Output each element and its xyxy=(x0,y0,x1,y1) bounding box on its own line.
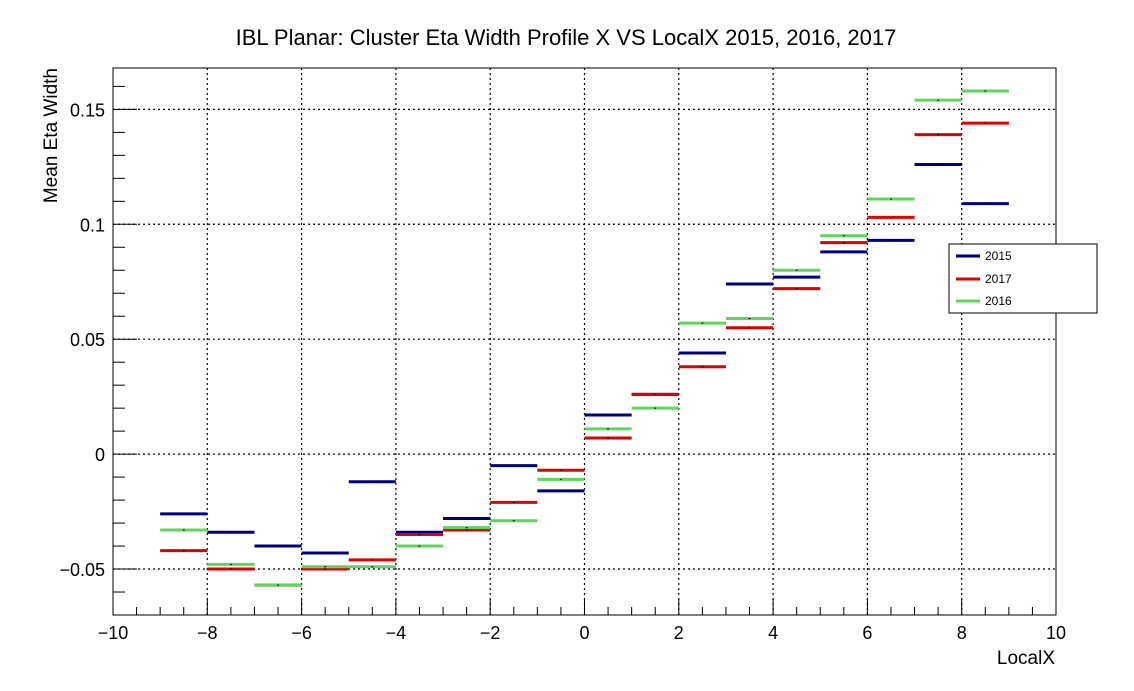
series-marks xyxy=(160,89,1009,587)
y-tick-label: 0.15 xyxy=(70,100,105,120)
x-tick-label: −8 xyxy=(197,623,218,643)
x-tick-label: 0 xyxy=(579,623,589,643)
legend-label-2017: 2017 xyxy=(985,272,1012,286)
axis-ticks xyxy=(112,85,1057,616)
x-tick-label: 4 xyxy=(768,623,778,643)
axis-tick-labels: −10 −8 −6 −4 −2 0 2 4 6 8 10 −0.05 0 0.05 0.1 0.15 xyxy=(59,100,1066,643)
y-tick-label: 0.05 xyxy=(70,330,105,350)
chart-title: IBL Planar: Cluster Eta Width Profile X … xyxy=(236,25,897,50)
y-tick-label: 0 xyxy=(95,445,105,465)
x-tick-label: −6 xyxy=(291,623,312,643)
x-tick-label: −2 xyxy=(480,623,501,643)
y-tick-label: −0.05 xyxy=(59,560,105,580)
y-axis-label: Mean Eta Width xyxy=(41,68,62,203)
legend-label-2016: 2016 xyxy=(985,294,1012,308)
legend: 2015 2017 2016 xyxy=(948,243,1098,314)
x-tick-label: 2 xyxy=(674,623,684,643)
x-tick-label: −4 xyxy=(386,623,407,643)
y-tick-label: 0.1 xyxy=(80,215,105,235)
x-tick-label: 6 xyxy=(862,623,872,643)
x-tick-label: −10 xyxy=(98,623,129,643)
x-axis-label: LocalX xyxy=(997,648,1055,669)
x-tick-label: 10 xyxy=(1046,623,1066,643)
legend-label-2015: 2015 xyxy=(985,249,1012,263)
x-tick-label: 8 xyxy=(957,623,967,643)
grid-lines xyxy=(113,68,1056,615)
